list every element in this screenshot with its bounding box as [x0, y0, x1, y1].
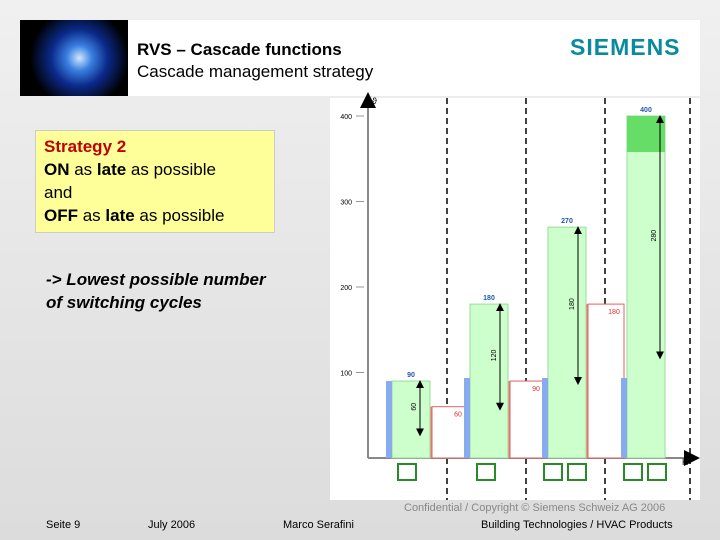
stage-bar [391, 380, 431, 459]
strategy-text: late [105, 206, 135, 225]
header-bar [20, 20, 700, 96]
logo: SIEMENS [570, 34, 681, 60]
stage-label: 400 [640, 107, 652, 114]
arrow-label: 60 [411, 403, 418, 411]
tick-label: 300 [340, 200, 352, 207]
on-strip [542, 378, 548, 458]
offset-box [431, 406, 469, 459]
strategy-box: Strategy 2 ON as late as possible and OFF … [35, 130, 275, 233]
header-image [20, 20, 128, 96]
author: Marco Serafini [283, 519, 354, 531]
controller-icon [567, 463, 587, 481]
on-strip [464, 378, 470, 458]
x-axis-label: K [682, 457, 688, 467]
strategy-lines: ON as late as possible and OFF as late as … [44, 158, 266, 227]
offset-box [587, 303, 625, 459]
strategy-text: as possible [134, 206, 225, 225]
stage-bar [469, 303, 509, 459]
strategy-text: ON [44, 160, 70, 179]
note: of switching cycles [46, 293, 202, 312]
arrow-label: 280 [651, 230, 658, 242]
strategy-line: OFF as late as possible [44, 204, 266, 227]
strategy-text: late [96, 160, 127, 179]
strategy-text: and [44, 183, 73, 202]
subtitle: Cascade management strategy [137, 62, 374, 81]
strategy-text: as possible [126, 160, 216, 179]
strategy-text: as [78, 206, 106, 225]
strategy-title: Strategy 2 [44, 137, 127, 156]
division: Building Technologies / HVAC Products [481, 519, 673, 531]
tick-label: 100 [340, 371, 352, 378]
offset-label: 60 [454, 412, 462, 419]
arrow-label: 180 [569, 298, 576, 310]
y-axis-label: ϑ [372, 96, 377, 106]
offset-label: 180 [608, 309, 620, 316]
controller-icon [397, 463, 417, 481]
tick-label: 400 [340, 114, 352, 121]
note: -> Lowest possible number [46, 270, 266, 289]
stage-top [627, 116, 665, 152]
copyright: Confidential / Copyright © Siemens Schwe… [404, 502, 666, 514]
arrow-label: 120 [491, 349, 498, 361]
strategy-text: OFF [44, 206, 78, 225]
strategy-text: as [69, 160, 97, 179]
controller-icon [543, 463, 563, 481]
controller-icon [647, 463, 667, 481]
on-strip [386, 381, 392, 458]
controller-icon [476, 463, 496, 481]
stage-bar [547, 226, 587, 459]
stage-label: 90 [407, 372, 415, 379]
offset-box [509, 380, 547, 459]
stage-bar [626, 115, 666, 459]
strategy-line: ON as late as possible [44, 158, 266, 181]
page-number: Seite 9 [46, 519, 81, 531]
strategy-line: and [44, 181, 266, 204]
offset-label: 90 [532, 386, 540, 393]
tick-label: 200 [340, 285, 352, 292]
controller-icon [623, 463, 643, 481]
stage-label: 180 [483, 295, 495, 302]
on-strip [621, 378, 627, 458]
date: July 2006 [148, 519, 196, 531]
stage-label: 270 [561, 218, 573, 225]
title: RVS – Cascade functions [137, 40, 342, 59]
